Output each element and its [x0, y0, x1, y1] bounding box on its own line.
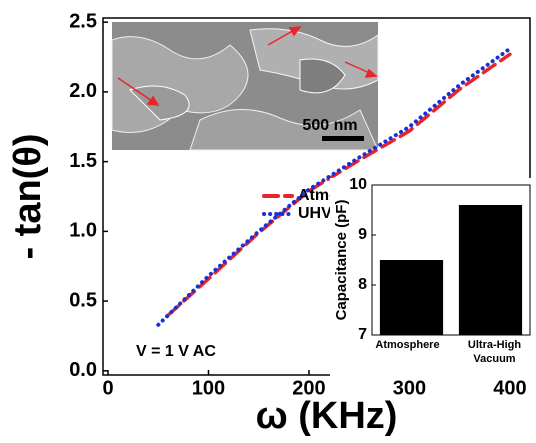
y-tick-label: 8 — [358, 276, 367, 293]
x-tick-label: 400 — [493, 377, 526, 399]
x-tick-label: 300 — [393, 377, 426, 399]
y-tick-label: 2.5 — [69, 10, 97, 32]
annotation: V = 1 V AC — [136, 343, 216, 360]
scale-label: 500 nm — [302, 117, 357, 134]
x-tick-label: 100 — [192, 377, 225, 399]
y-tick-label: 1.0 — [69, 220, 97, 242]
x-tick-label: Atmosphere — [375, 339, 439, 351]
x-axis-label: ω (KHz) — [256, 395, 398, 437]
bar — [459, 205, 522, 335]
y-tick-label: 10 — [349, 176, 367, 193]
y-tick-label: 0.5 — [69, 289, 97, 311]
chart: 500 nm 01002003004000.00.51.01.52.02.5ω … — [0, 0, 536, 443]
sem-image: 500 nm — [112, 22, 378, 150]
y-tick-label: 2.0 — [69, 80, 97, 102]
y-tick-label: 0.0 — [69, 359, 97, 381]
y-tick-label: 1.5 — [69, 150, 97, 172]
bar — [380, 260, 443, 335]
x-tick-label: 0 — [102, 377, 113, 399]
y-axis-label: - tan(θ) — [7, 133, 49, 259]
legend-label: UHV — [298, 205, 332, 222]
y-tick-label: 9 — [358, 226, 367, 243]
y-tick-label: 7 — [358, 326, 367, 343]
y-axis-label: Capacitance (pF) — [333, 200, 350, 321]
